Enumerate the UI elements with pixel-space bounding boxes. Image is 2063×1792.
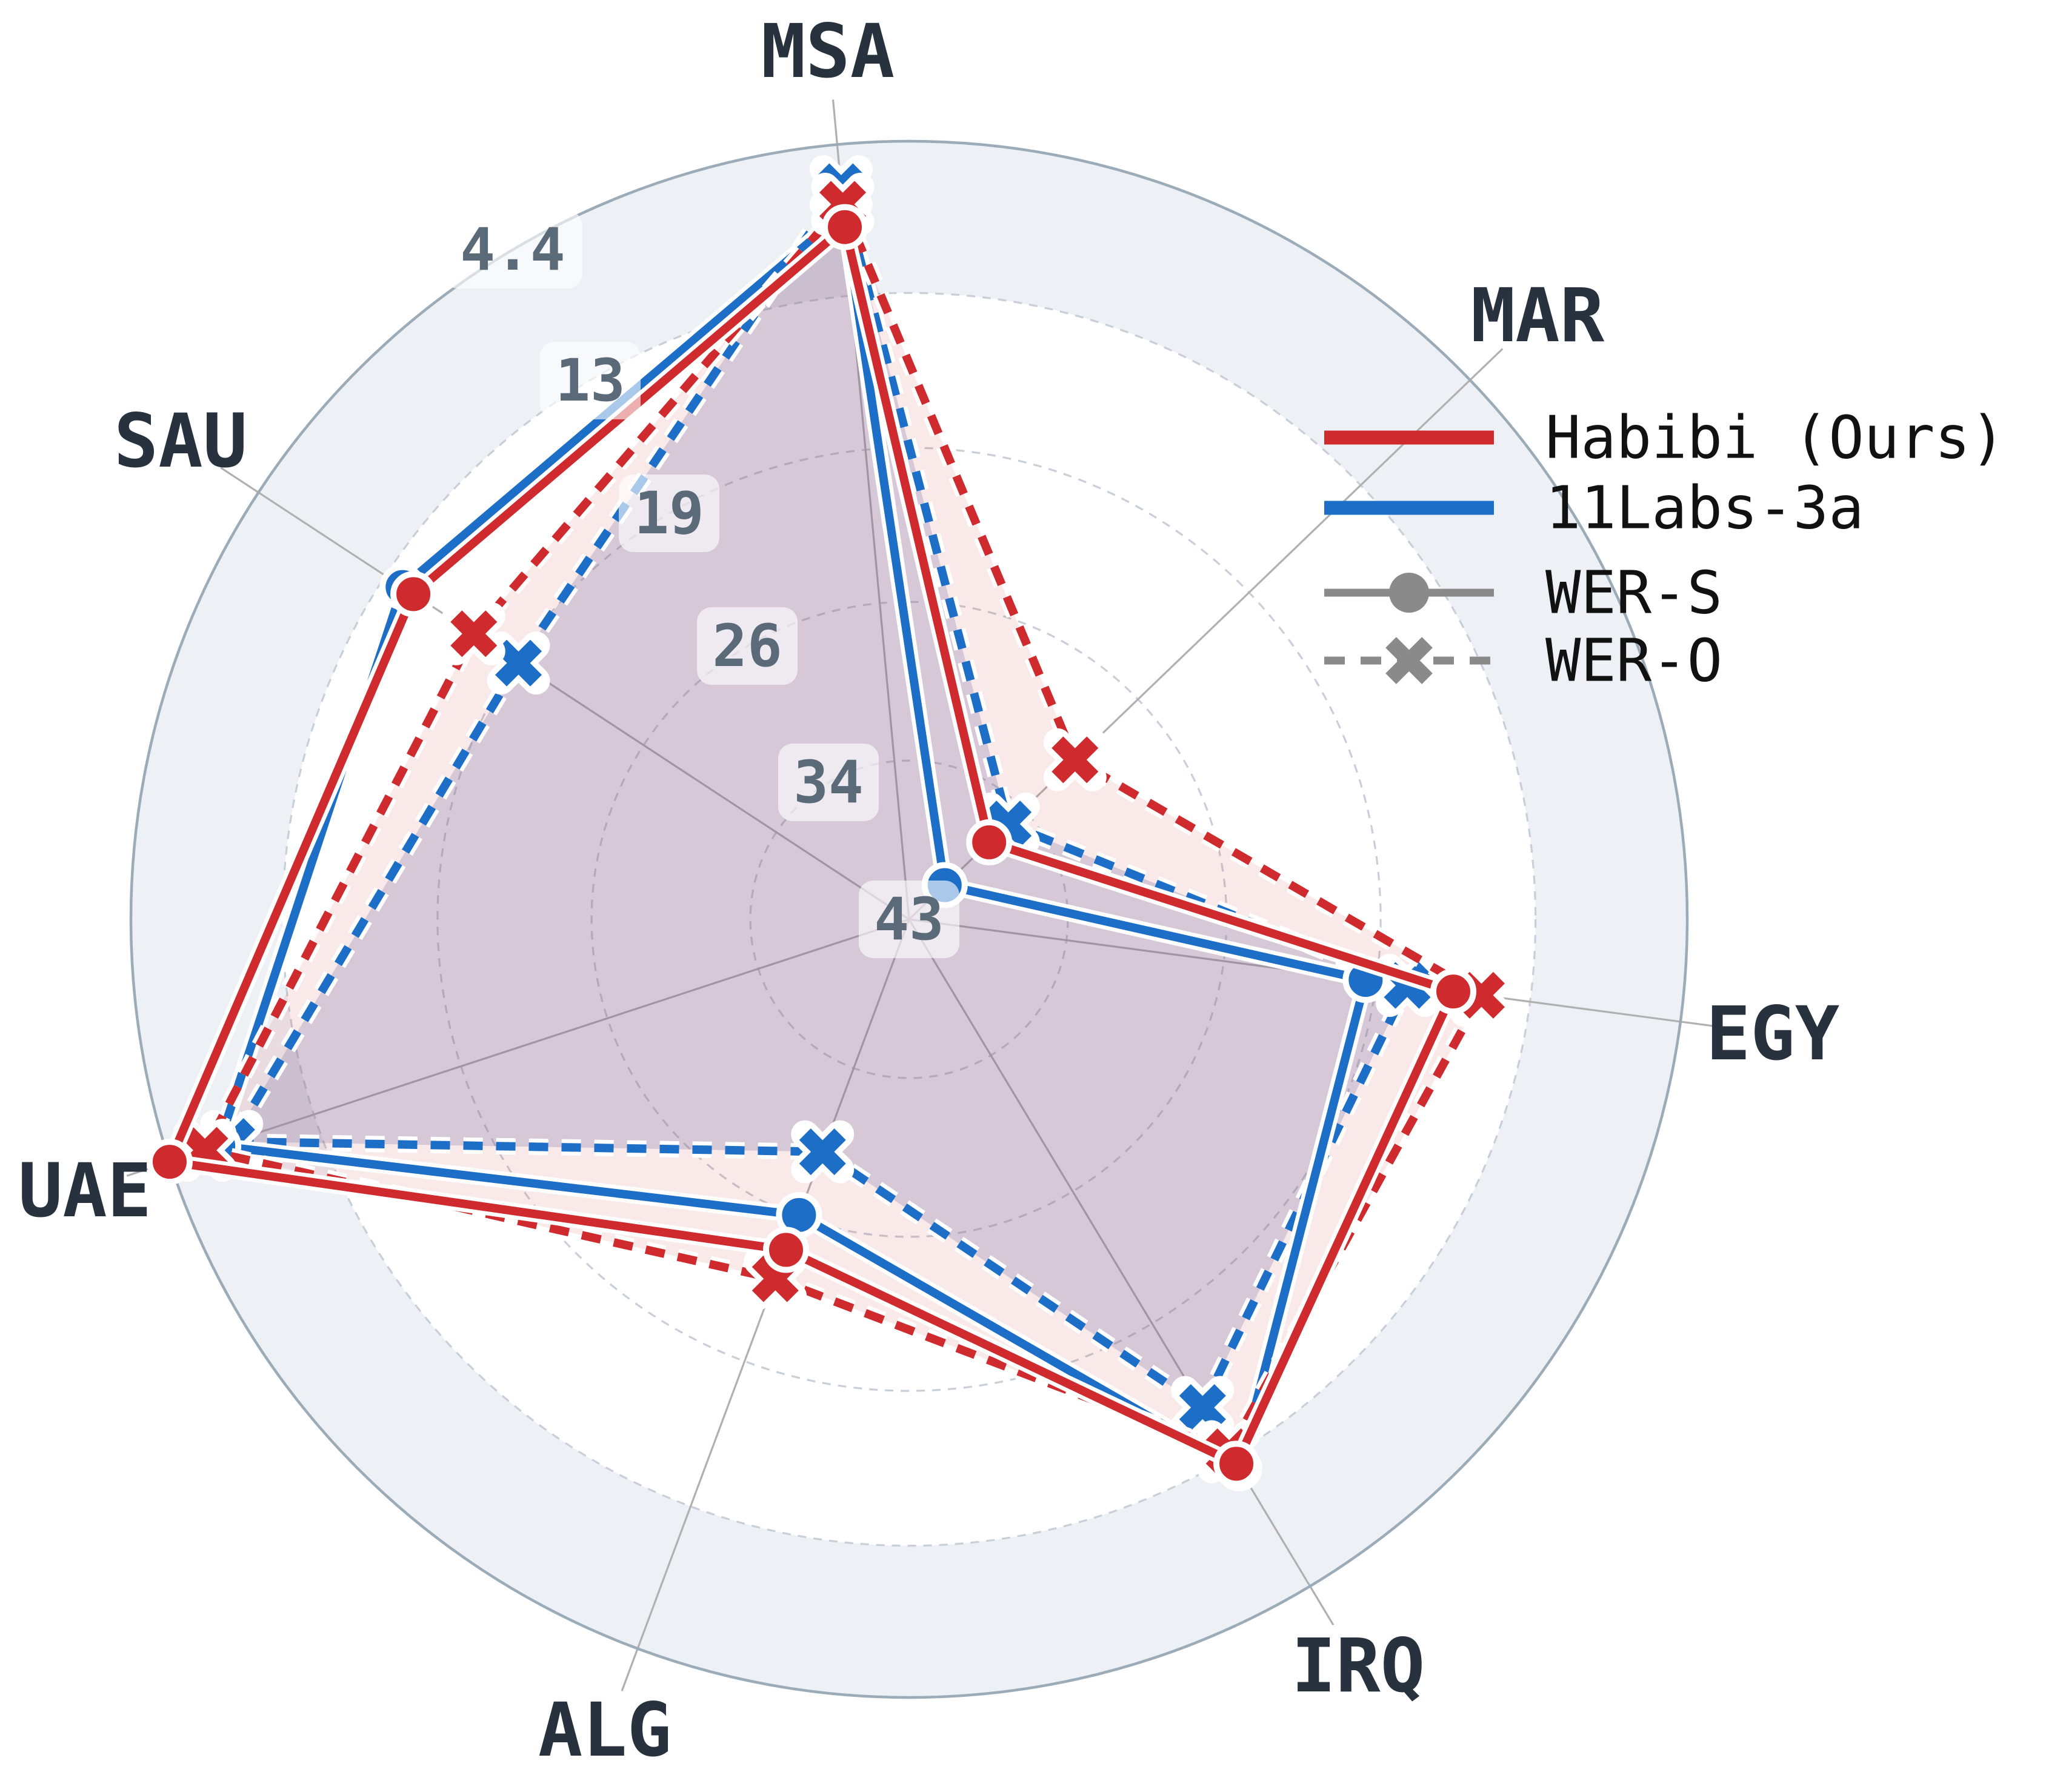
axis-spoke — [220, 467, 910, 921]
radial-tick-26: 26 — [697, 607, 798, 685]
series-line — [165, 222, 1458, 1468]
axis-label-sau: SAU — [114, 398, 247, 484]
axis-label-mar: MAR — [1471, 273, 1605, 359]
axis-label-egy: EGY — [1706, 991, 1839, 1077]
legend-item-wer-s: WER-S — [1324, 559, 1722, 627]
circle-marker-icon — [763, 1227, 810, 1273]
tick-bbox — [619, 475, 719, 552]
tick-label: 13 — [555, 347, 625, 415]
tick-label: 26 — [712, 612, 782, 680]
axis-labels: MSA MAR EGY IRQ ALG UAE SAU — [18, 8, 1839, 1773]
axis-label-msa: MSA — [761, 8, 895, 95]
circle-marker-icon — [390, 571, 437, 618]
legend-item-habibi: Habibi (Ours) — [1324, 404, 2005, 472]
circle-marker-icon — [146, 1139, 193, 1185]
tick-label: 4.4 — [460, 216, 565, 284]
circle-marker-icon — [822, 204, 868, 250]
radial-tick-19: 19 — [619, 475, 719, 552]
tick-bbox — [697, 607, 798, 685]
tick-bbox — [778, 744, 879, 821]
series-line — [227, 182, 1411, 1412]
radial-tick-4.4: 4.4 — [443, 211, 582, 288]
radial-tick-labels: 43 34 26 19 13 4.4 — [443, 211, 959, 958]
series-lines — [146, 155, 1513, 1491]
radial-tick-34: 34 — [778, 744, 879, 821]
x-marker-icon — [487, 631, 550, 695]
legend: Habibi (Ours) 11Labs-3a WER-S WER-O — [1324, 404, 2005, 695]
radial-tick-43: 43 — [859, 881, 959, 958]
tick-label: 19 — [634, 479, 704, 547]
axis-label-alg: ALG — [538, 1687, 672, 1773]
series-line — [201, 200, 1486, 1456]
axis-spoke — [908, 919, 1335, 1626]
legend-item-wer-o: WER-O — [1324, 627, 1722, 695]
x-marker-icon — [1171, 1376, 1235, 1439]
x-marker-icon — [1043, 728, 1107, 791]
legend-label-habibi: Habibi (Ours) — [1545, 404, 2005, 472]
tick-bbox — [859, 881, 959, 958]
series-fill-habibi-wer-o — [205, 204, 1482, 1452]
legend-label-wer-s: WER-S — [1545, 559, 1722, 627]
legend-label-wer-o: WER-O — [1545, 627, 1722, 695]
tick-bbox — [540, 342, 641, 419]
series-habibi-wer-s — [146, 204, 1476, 1487]
radial-tick-13: 13 — [540, 342, 641, 419]
circle-marker-icon — [1213, 1441, 1260, 1487]
circle-marker-icon — [966, 819, 1013, 865]
tick-label: 43 — [874, 885, 944, 953]
tick-bbox — [443, 211, 582, 288]
x-marker-icon — [442, 602, 505, 665]
legend-item-11labs: 11Labs-3a — [1324, 474, 1864, 542]
outer-ring — [129, 139, 1689, 1699]
legend-label-11labs: 11Labs-3a — [1545, 474, 1864, 542]
circle-marker-icon — [1430, 968, 1476, 1015]
axis-label-uae: UAE — [18, 1148, 152, 1234]
grid-ring — [281, 291, 1537, 1547]
x-marker-icon — [791, 1120, 855, 1184]
legend-x-marker-icon — [1385, 637, 1433, 684]
legend-circle-marker-icon — [1389, 573, 1429, 613]
axis-label-irq: IRQ — [1291, 1623, 1425, 1709]
tick-label: 34 — [793, 748, 864, 816]
